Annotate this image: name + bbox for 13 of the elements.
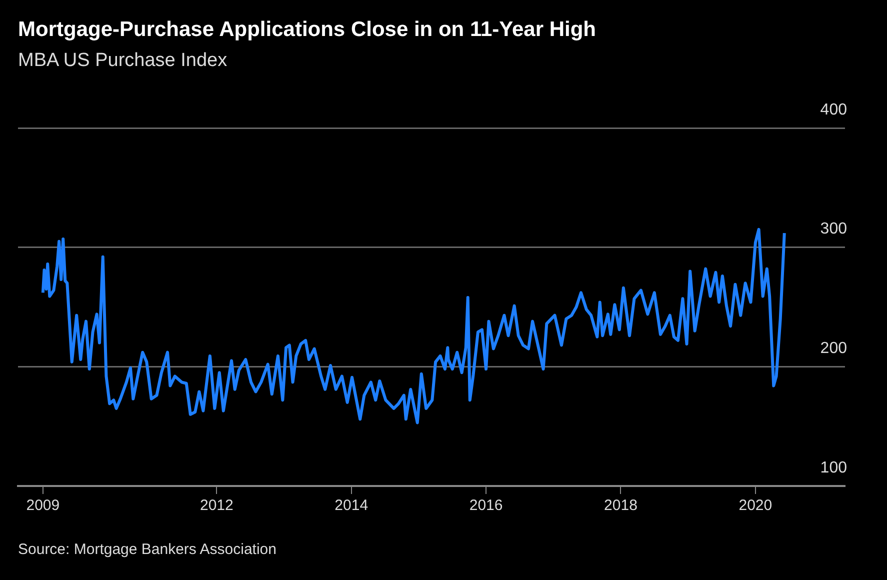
x-tick-label: 2009 [26, 497, 60, 514]
chart-title: Mortgage-Purchase Applications Close in on 11-Year High [18, 18, 596, 42]
x-tick-label: 2014 [334, 497, 368, 514]
y-tick-label: 200 [820, 340, 848, 358]
y-tick-label: 100 [820, 459, 848, 476]
x-tick-label: 2020 [738, 497, 772, 514]
x-tick-label: 2016 [469, 497, 503, 514]
x-tick-label: 2012 [200, 497, 234, 514]
y-tick-label: 300 [820, 220, 848, 238]
y-tick-label: 400 [820, 101, 848, 118]
source-note: Source: Mortgage Bankers Association [18, 541, 276, 558]
chart-subtitle: MBA US Purchase Index [18, 50, 228, 72]
x-tick-label: 2018 [604, 497, 638, 514]
